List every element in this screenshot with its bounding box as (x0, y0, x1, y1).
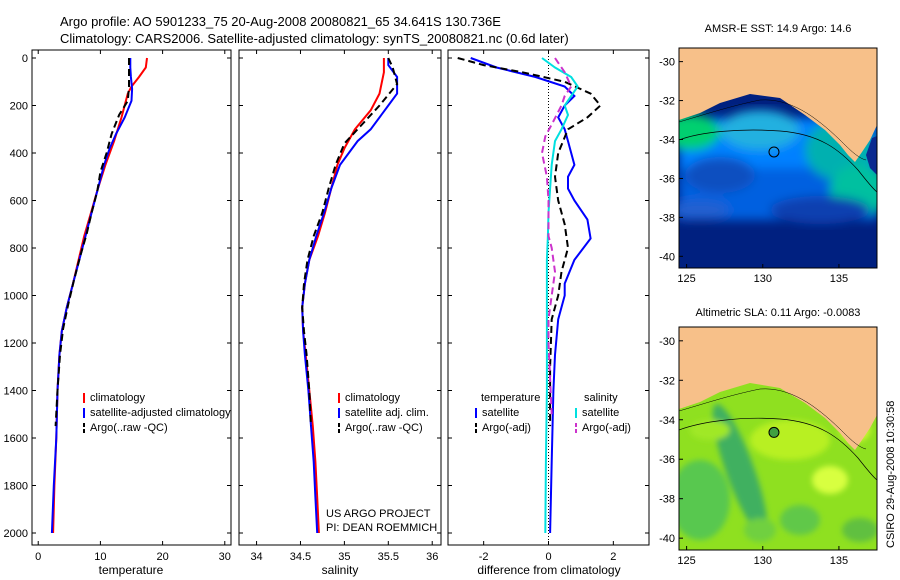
x-tick-label: 0 (545, 551, 551, 563)
y-tick-label: 200 (10, 101, 28, 113)
temperature-legend: climatology satellite-adjusted climatolog… (83, 392, 231, 434)
y-tick-label: 2000 (4, 528, 28, 540)
legend-label: satellite-adjusted climatology (90, 407, 231, 419)
map-x-tick-label: 130 (754, 555, 772, 567)
x-tick-label: 20 (156, 551, 168, 563)
sla-argo-marker (768, 426, 780, 438)
map-y-tick-label: -32 (659, 375, 675, 387)
map-x-tick-label: 125 (677, 273, 695, 285)
y-tick-label: 0 (22, 53, 28, 65)
title-line-2: Climatology: CARS2006. Satellite-adjuste… (60, 31, 569, 46)
side-timestamp: CSIRO 29-Aug-2008 10:30:58 (885, 401, 897, 548)
map-y-tick-label: -34 (659, 415, 675, 427)
map-x-tick-label: 125 (677, 555, 695, 567)
legend-label: satellite (482, 407, 519, 419)
x-tick-label: 30 (219, 551, 231, 563)
map-x-tick-label: 135 (830, 273, 848, 285)
x-tick-label: -2 (479, 551, 489, 563)
x-tick-label: 35 (338, 551, 350, 563)
map-y-tick-label: -40 (659, 533, 675, 545)
legend-label: climatology (90, 392, 146, 404)
sst-field (679, 48, 877, 268)
temperature-xlabel: temperature (99, 563, 164, 577)
series-line-salinity-argo-adj- (540, 57, 573, 415)
series-line-argo-raw-qc- (301, 57, 399, 427)
legend-label: Argo(-adj) (482, 422, 531, 434)
sla-shelf-contour (679, 388, 867, 450)
sla-map-title: Altimetric SLA: 0.11 Argo: -0.0083 (696, 307, 861, 319)
legend-label: temperature (481, 392, 540, 404)
sla-land (679, 327, 877, 450)
map-x-tick-label: 130 (754, 273, 772, 285)
y-tick-label: 1000 (4, 291, 28, 303)
map-y-tick-label: -38 (659, 212, 675, 224)
map-y-tick-label: -36 (659, 454, 675, 466)
map-x-tick-label: 135 (830, 555, 848, 567)
sst-coastal-patch (866, 136, 877, 175)
x-tick-label: 10 (94, 551, 106, 563)
difference-xlabel: difference from climatology (477, 563, 620, 577)
y-tick-label: 800 (10, 243, 28, 255)
salinity-panel: 34 34.5 35 35.5 36 salinity climatology satel… (238, 49, 442, 577)
x-tick-label: 2 (610, 551, 616, 563)
y-tick-label: 1200 (4, 338, 28, 350)
difference-plot-frame (447, 49, 650, 546)
series-line-argo-raw-qc- (54, 58, 130, 427)
map-y-tick-label: -30 (659, 336, 675, 348)
sla-map-panel: Altimetric SLA: 0.11 Argo: -0.0083 125 13… (659, 307, 878, 567)
map-y-tick-label: -36 (659, 173, 675, 185)
map-y-tick-label: -38 (659, 494, 675, 506)
legend-label: salinity (584, 392, 618, 404)
sst-map-frame (678, 47, 878, 269)
temperature-plot-frame (31, 49, 232, 546)
sst-argo-marker (768, 146, 780, 158)
map-y-tick-label: -30 (659, 57, 675, 69)
x-tick-label: 35.5 (378, 551, 399, 563)
series-line-salinity-satellite (541, 57, 579, 534)
x-tick-label: 36 (426, 551, 438, 563)
salinity-xlabel: salinity (322, 563, 359, 577)
project-annotation-line-1: US ARGO PROJECT (326, 508, 431, 520)
difference-panel: -2 0 2 difference from climatology tempera… (447, 49, 650, 577)
sla-contour (679, 417, 877, 481)
sla-field (679, 327, 877, 550)
x-tick-label: 34 (250, 551, 262, 563)
difference-legend: temperature salinity satellite Argo(-adj) sa… (475, 392, 631, 434)
sst-land (679, 48, 877, 162)
x-tick-label: 34.5 (290, 551, 311, 563)
legend-label: satellite adj. clim. (345, 407, 429, 419)
title-line-1: Argo profile: AO 5901233_75 20-Aug-2008 … (60, 14, 501, 29)
sst-map-panel: AMSR-E SST: 14.9 Argo: 14.6 125 130 135 -30… (659, 23, 878, 285)
y-tick-label: 400 (10, 148, 28, 160)
legend-label: Argo(..raw -QC) (345, 422, 423, 434)
salinity-legend: climatology satellite adj. clim. Argo(..ra… (338, 392, 429, 434)
legend-label: climatology (345, 392, 401, 404)
sst-contour (679, 129, 877, 193)
y-tick-label: 1600 (4, 433, 28, 445)
legend-label: Argo(..raw -QC) (90, 422, 168, 434)
sla-map-frame (678, 326, 878, 551)
map-y-tick-label: -40 (659, 251, 675, 263)
series-line-temperature-argo-adj- (457, 57, 602, 427)
y-tick-label: 600 (10, 196, 28, 208)
sst-shelf-contour (679, 99, 867, 161)
y-tick-label: 1800 (4, 481, 28, 493)
y-tick-label: 1400 (4, 386, 28, 398)
x-tick-label: 0 (35, 551, 41, 563)
map-y-tick-label: -32 (659, 96, 675, 108)
legend-label: satellite (582, 407, 619, 419)
sst-map-title: AMSR-E SST: 14.9 Argo: 14.6 (705, 23, 852, 35)
map-y-tick-label: -34 (659, 135, 675, 147)
temperature-panel: 0 10 20 30 0 200 400 600 800 1000 1200 1400 1600 1800… (4, 49, 232, 577)
project-annotation-line-2: PI: DEAN ROEMMICH (326, 522, 437, 534)
legend-label: Argo(-adj) (582, 422, 631, 434)
salinity-plot-frame (238, 49, 442, 546)
